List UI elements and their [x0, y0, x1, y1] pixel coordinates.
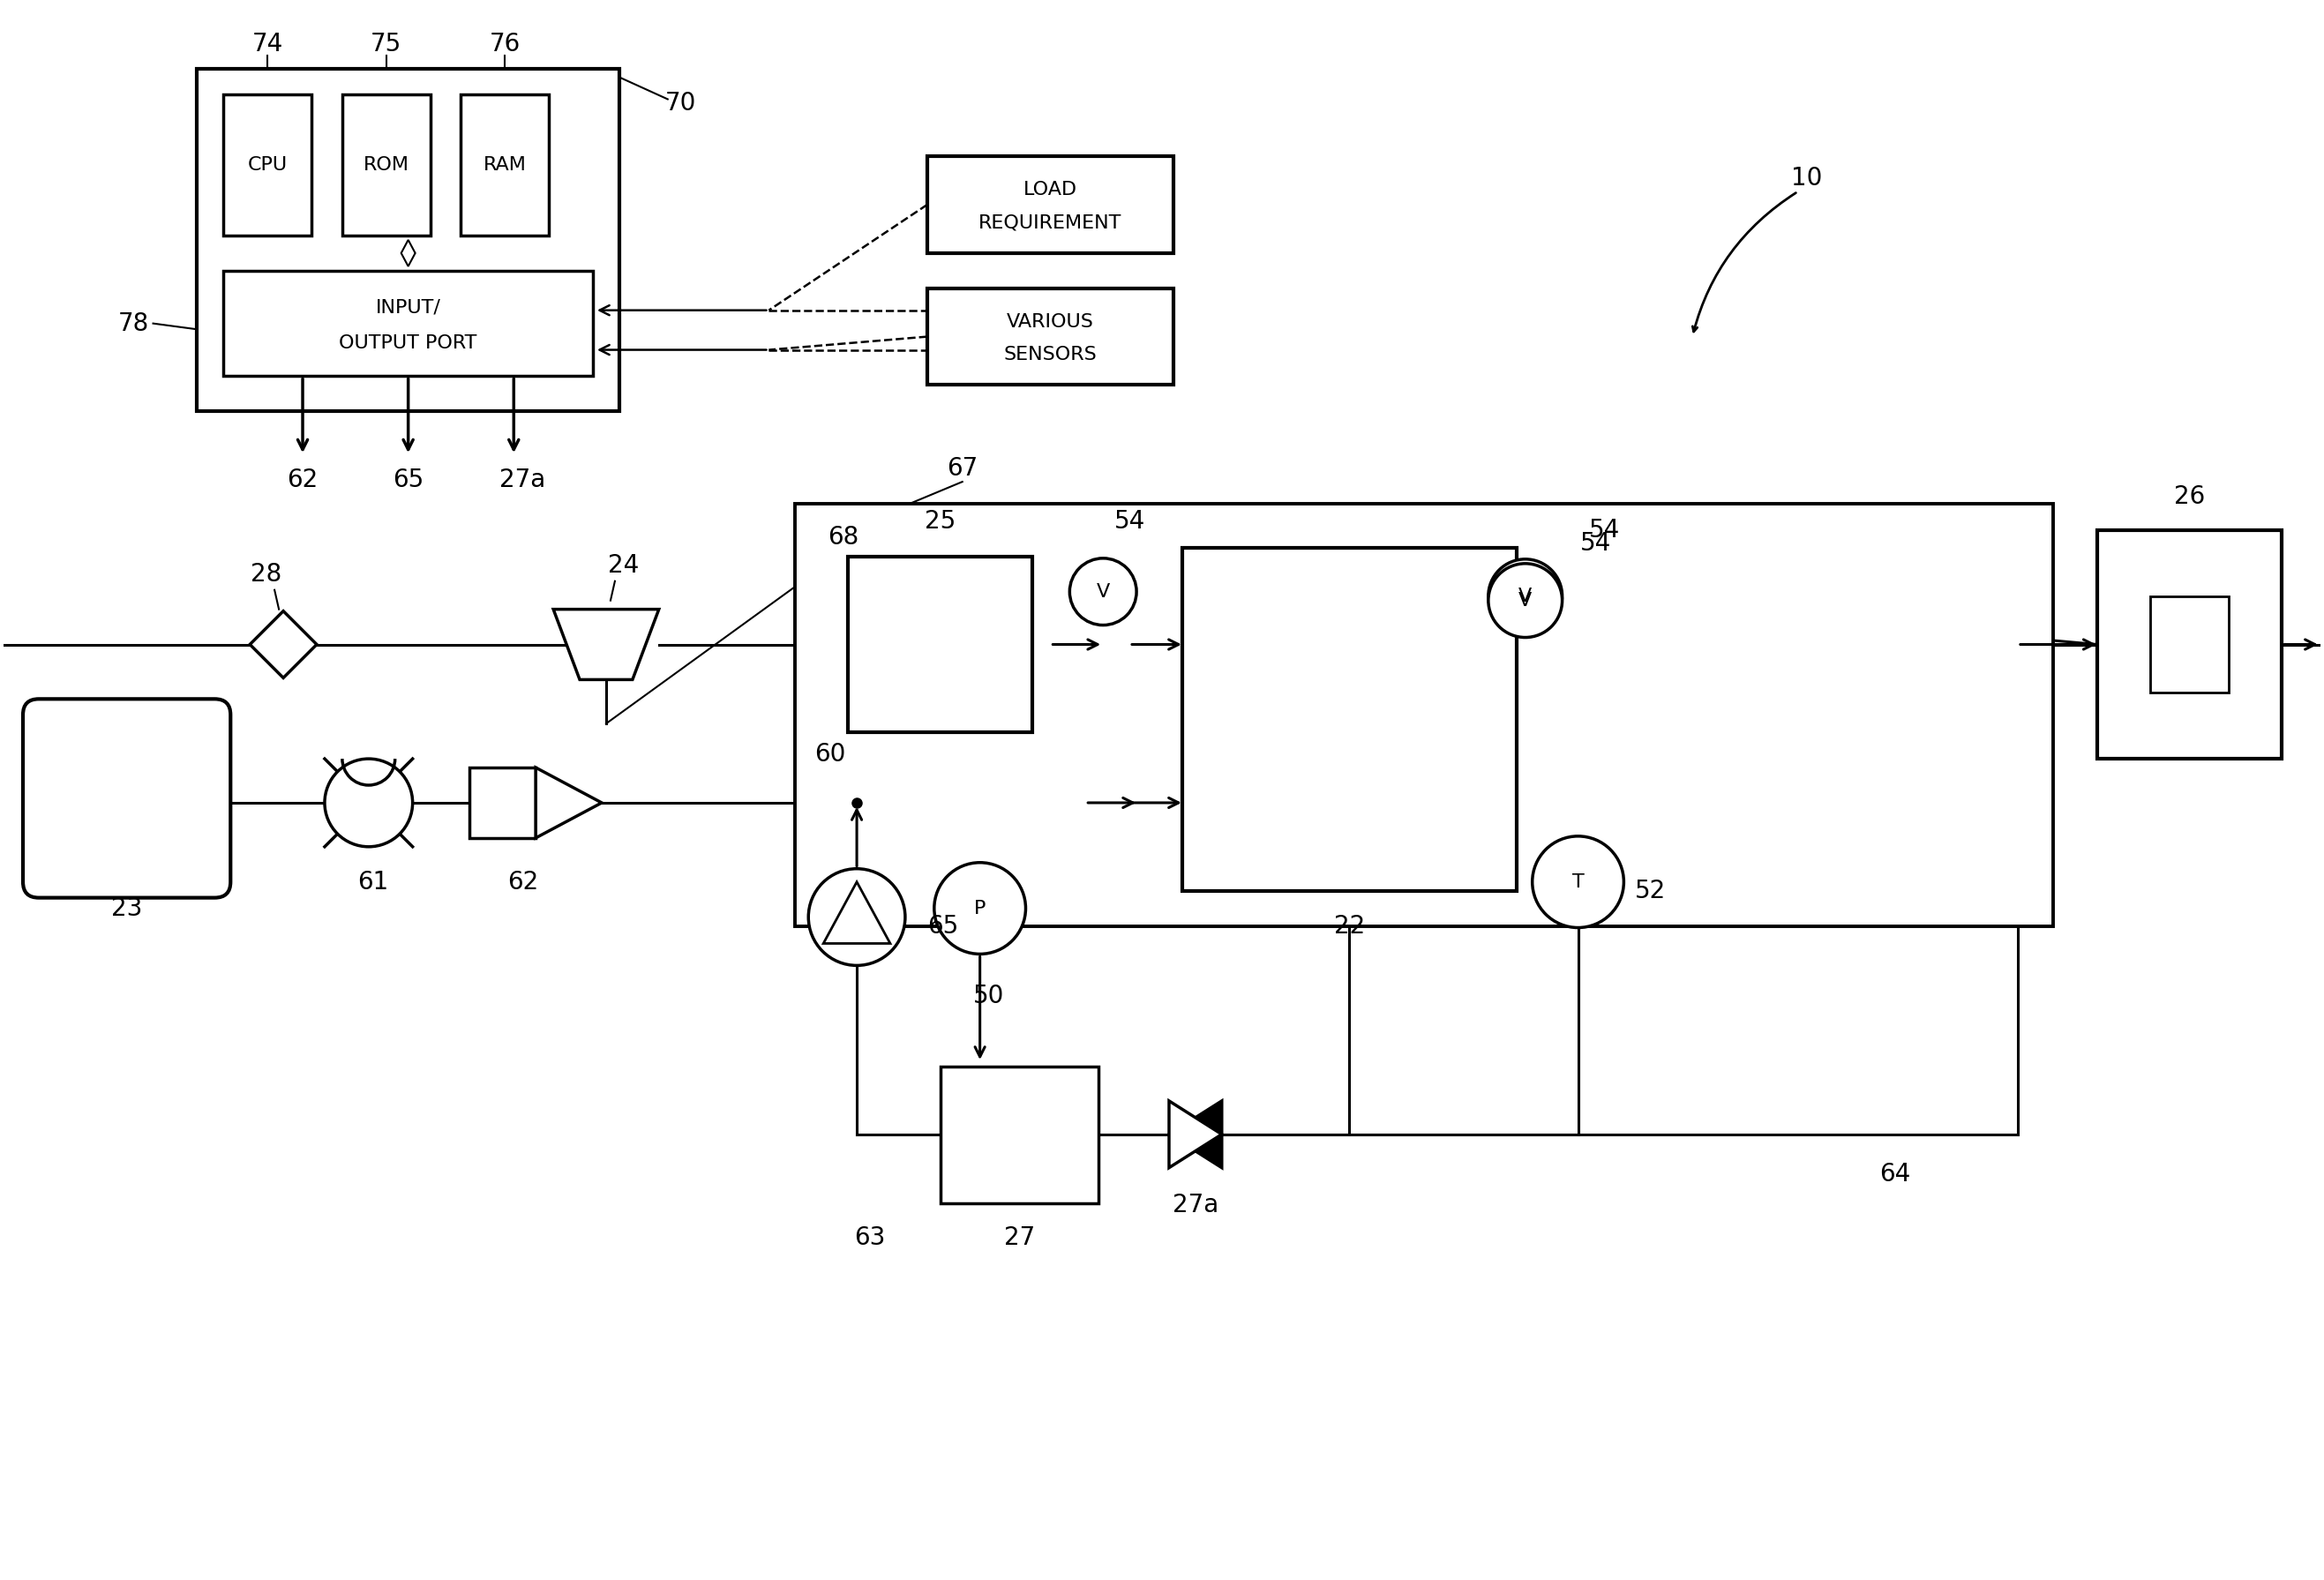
Text: 76: 76: [490, 32, 521, 57]
Bar: [927, 156, 1174, 253]
Circle shape: [1532, 836, 1624, 927]
Text: 27: 27: [1004, 1226, 1034, 1250]
Text: CPU: CPU: [249, 156, 288, 174]
Bar: [2096, 531, 2282, 758]
Polygon shape: [251, 611, 316, 678]
Text: 74: 74: [251, 32, 284, 57]
Text: 25: 25: [925, 509, 955, 534]
Bar: [941, 1067, 1099, 1202]
Text: 54: 54: [1113, 509, 1146, 534]
Text: 24: 24: [609, 553, 639, 578]
Circle shape: [325, 758, 414, 847]
Text: 65: 65: [393, 468, 423, 493]
Text: VARIOUS: VARIOUS: [1006, 313, 1095, 330]
Bar: [2150, 596, 2229, 692]
Polygon shape: [537, 768, 602, 837]
FancyBboxPatch shape: [23, 698, 230, 897]
Text: 78: 78: [119, 311, 149, 337]
Polygon shape: [402, 240, 416, 267]
Circle shape: [934, 863, 1025, 954]
Text: 61: 61: [358, 869, 388, 894]
Text: OUTPUT PORT: OUTPUT PORT: [339, 333, 476, 352]
Text: 68: 68: [827, 525, 860, 550]
Text: INPUT/: INPUT/: [376, 299, 442, 316]
Text: 10: 10: [1792, 166, 1822, 191]
Text: P: P: [974, 899, 985, 916]
Bar: [223, 270, 593, 376]
Text: V: V: [1097, 583, 1111, 600]
Text: ROM: ROM: [363, 156, 409, 174]
Bar: [342, 95, 430, 235]
Text: 62: 62: [507, 869, 539, 894]
Text: T: T: [1571, 874, 1585, 891]
Text: SENSORS: SENSORS: [1004, 346, 1097, 363]
Text: 75: 75: [370, 32, 402, 57]
Text: 22: 22: [1334, 913, 1364, 939]
Text: LOAD: LOAD: [1023, 182, 1078, 199]
Text: REQUIREMENT: REQUIREMENT: [978, 213, 1122, 231]
Bar: [1183, 548, 1518, 891]
Bar: [795, 504, 2052, 926]
Text: 65: 65: [927, 913, 957, 939]
Text: 26: 26: [2173, 485, 2205, 509]
Circle shape: [1487, 559, 1562, 634]
Text: 50: 50: [974, 984, 1004, 1008]
Text: 67: 67: [946, 457, 978, 480]
Circle shape: [1487, 564, 1562, 637]
Text: 62: 62: [288, 468, 318, 493]
Bar: [460, 95, 548, 235]
Text: RAM: RAM: [483, 156, 528, 174]
Circle shape: [1069, 558, 1136, 626]
Polygon shape: [553, 610, 660, 679]
Text: 70: 70: [665, 92, 697, 115]
Bar: [927, 288, 1174, 386]
Polygon shape: [1169, 1101, 1222, 1168]
Text: V: V: [1518, 588, 1532, 605]
Text: 52: 52: [1636, 878, 1666, 904]
Text: 54: 54: [1590, 518, 1620, 542]
Text: 27a: 27a: [500, 468, 546, 493]
Text: 27a: 27a: [1171, 1193, 1218, 1217]
Bar: [198, 68, 618, 411]
Polygon shape: [823, 882, 890, 943]
Text: 63: 63: [855, 1226, 885, 1250]
Bar: [223, 95, 311, 235]
Text: 54: 54: [1580, 531, 1611, 556]
Polygon shape: [1169, 1101, 1222, 1168]
Bar: [848, 556, 1032, 733]
Text: V: V: [1518, 591, 1532, 610]
Text: 60: 60: [816, 743, 846, 766]
Text: 64: 64: [1880, 1161, 1910, 1187]
Text: 28: 28: [251, 562, 281, 586]
Bar: [469, 768, 537, 837]
Circle shape: [809, 869, 904, 965]
Text: 23: 23: [112, 896, 142, 921]
